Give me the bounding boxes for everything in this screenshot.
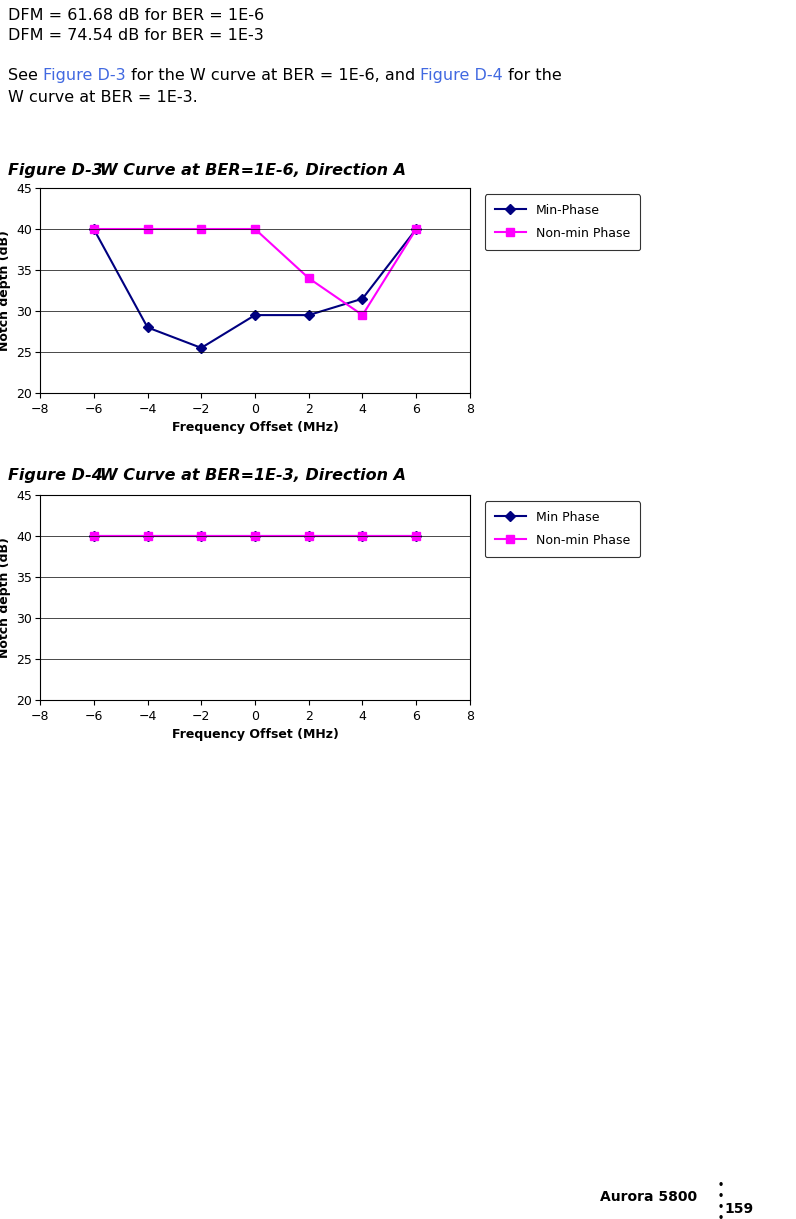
- X-axis label: Frequency Offset (MHz): Frequency Offset (MHz): [172, 422, 338, 434]
- Legend: Min-Phase, Non-min Phase: Min-Phase, Non-min Phase: [485, 194, 640, 250]
- Text: See: See: [8, 68, 43, 83]
- Text: W Curve at BER=1E-6, Direction A: W Curve at BER=1E-6, Direction A: [100, 163, 406, 178]
- Text: Figure D-4: Figure D-4: [420, 68, 503, 83]
- Text: Figure D-3: Figure D-3: [43, 68, 126, 83]
- Text: Figure D-4: Figure D-4: [8, 468, 103, 483]
- Text: W Curve at BER=1E-3, Direction A: W Curve at BER=1E-3, Direction A: [100, 468, 406, 483]
- Text: •: •: [718, 1191, 724, 1201]
- Y-axis label: Notch depth (dB): Notch depth (dB): [0, 538, 11, 658]
- X-axis label: Frequency Offset (MHz): Frequency Offset (MHz): [172, 728, 338, 741]
- Text: Aurora 5800: Aurora 5800: [600, 1190, 697, 1204]
- Text: •: •: [718, 1202, 724, 1212]
- Legend: Min Phase, Non-min Phase: Min Phase, Non-min Phase: [485, 501, 640, 557]
- Text: DFM = 74.54 dB for BER = 1E-3: DFM = 74.54 dB for BER = 1E-3: [8, 28, 263, 43]
- Text: •: •: [718, 1213, 724, 1219]
- Text: W curve at BER = 1E-3.: W curve at BER = 1E-3.: [8, 90, 197, 105]
- Text: for the: for the: [503, 68, 561, 83]
- Text: Figure D-3: Figure D-3: [8, 163, 103, 178]
- Text: DFM = 61.68 dB for BER = 1E-6: DFM = 61.68 dB for BER = 1E-6: [8, 9, 264, 23]
- Text: for the W curve at BER = 1E-6, and: for the W curve at BER = 1E-6, and: [126, 68, 420, 83]
- Y-axis label: Notch depth (dB): Notch depth (dB): [0, 230, 11, 351]
- Text: •: •: [718, 1180, 724, 1190]
- Text: 159: 159: [724, 1202, 753, 1217]
